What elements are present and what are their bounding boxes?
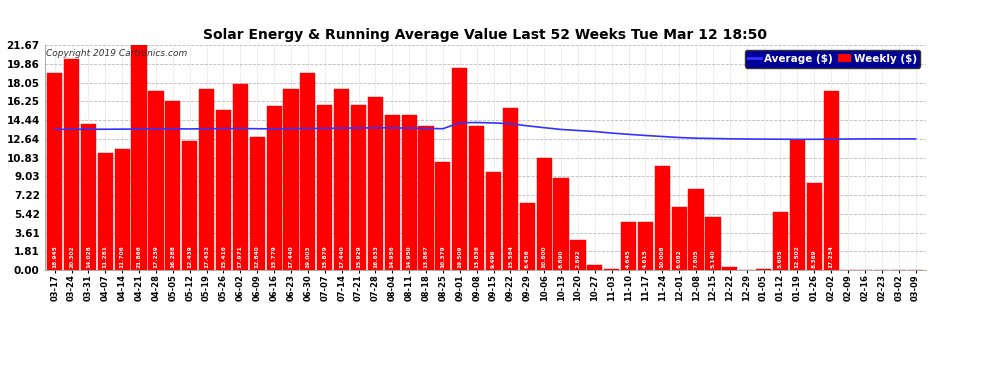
Bar	[132, 43, 147, 270]
Text: 17.432: 17.432	[204, 246, 209, 268]
Text: 13.867: 13.867	[424, 246, 429, 268]
Text: 15.879: 15.879	[323, 246, 328, 268]
Bar	[688, 189, 704, 270]
Text: 5.140: 5.140	[711, 250, 716, 268]
Text: 19.509: 19.509	[457, 246, 462, 268]
Bar	[553, 178, 568, 270]
Bar	[419, 126, 434, 270]
Bar	[723, 267, 738, 270]
Bar	[436, 162, 450, 270]
Text: 12.502: 12.502	[795, 246, 800, 268]
Text: 10.008: 10.008	[659, 246, 665, 268]
Bar	[233, 84, 248, 270]
Text: 14.956: 14.956	[390, 246, 395, 268]
Bar	[115, 148, 130, 270]
Bar	[199, 89, 214, 270]
Bar	[520, 203, 535, 270]
Text: 17.971: 17.971	[238, 246, 243, 268]
Bar	[824, 91, 839, 270]
Text: 12.439: 12.439	[187, 246, 192, 268]
Text: 10.800: 10.800	[542, 246, 546, 268]
Text: 17.239: 17.239	[153, 246, 158, 268]
Title: Solar Energy & Running Average Value Last 52 Weeks Tue Mar 12 18:50: Solar Energy & Running Average Value Las…	[203, 28, 767, 42]
Bar	[570, 240, 585, 270]
Text: 10.379: 10.379	[441, 246, 446, 268]
Bar	[334, 89, 349, 270]
Text: 17.234: 17.234	[829, 246, 834, 268]
Bar	[283, 89, 299, 270]
Text: 20.302: 20.302	[69, 246, 74, 268]
Bar	[266, 106, 282, 270]
Bar	[604, 268, 620, 270]
Text: 7.805: 7.805	[694, 250, 699, 268]
Bar	[148, 91, 163, 270]
Text: 8.369: 8.369	[812, 250, 817, 268]
Text: 15.929: 15.929	[356, 246, 361, 268]
Text: 14.950: 14.950	[407, 246, 412, 268]
Bar	[452, 68, 467, 270]
Text: 2.892: 2.892	[575, 250, 580, 268]
Bar	[807, 183, 822, 270]
Text: Copyright 2019 Cartronics.com: Copyright 2019 Cartronics.com	[47, 50, 187, 58]
Legend: Average ($), Weekly ($): Average ($), Weekly ($)	[744, 50, 921, 68]
Bar	[587, 266, 602, 270]
Bar	[469, 126, 484, 270]
Text: 15.416: 15.416	[221, 246, 226, 268]
Text: 14.028: 14.028	[86, 246, 91, 268]
Text: 6.082: 6.082	[677, 250, 682, 268]
Bar	[64, 59, 79, 270]
Bar	[486, 171, 501, 270]
Bar	[705, 217, 721, 270]
Text: 11.706: 11.706	[120, 246, 125, 268]
Bar	[638, 222, 653, 270]
Text: 19.003: 19.003	[305, 246, 311, 268]
Bar	[249, 137, 265, 270]
Bar	[654, 166, 670, 270]
Text: 13.836: 13.836	[474, 246, 479, 268]
Text: 12.840: 12.840	[254, 246, 259, 268]
Text: 15.779: 15.779	[271, 246, 276, 268]
Text: 11.281: 11.281	[103, 246, 108, 268]
Bar	[98, 153, 113, 270]
Text: 15.584: 15.584	[508, 246, 513, 268]
Text: 4.645: 4.645	[626, 250, 631, 268]
Bar	[756, 269, 771, 270]
Text: 16.633: 16.633	[373, 246, 378, 268]
Bar	[182, 141, 197, 270]
Bar	[402, 115, 417, 270]
Bar	[385, 115, 400, 270]
Text: 9.496: 9.496	[491, 250, 496, 268]
Text: 17.440: 17.440	[340, 246, 345, 268]
Text: 8.890: 8.890	[558, 250, 563, 268]
Bar	[165, 101, 180, 270]
Bar	[317, 105, 333, 270]
Bar	[350, 105, 366, 270]
Text: 21.866: 21.866	[137, 246, 142, 268]
Bar	[81, 124, 96, 270]
Bar	[671, 207, 687, 270]
Text: 6.456: 6.456	[525, 250, 530, 268]
Text: 4.615: 4.615	[643, 250, 647, 268]
Bar	[621, 222, 637, 270]
Bar	[537, 158, 551, 270]
Bar	[368, 98, 383, 270]
Text: 17.440: 17.440	[288, 246, 293, 268]
Bar	[48, 74, 62, 270]
Text: 5.605: 5.605	[778, 250, 783, 268]
Text: 16.288: 16.288	[170, 246, 175, 268]
Bar	[790, 140, 805, 270]
Bar	[300, 73, 316, 270]
Bar	[503, 108, 518, 270]
Bar	[216, 110, 231, 270]
Text: 18.945: 18.945	[52, 246, 57, 268]
Bar	[773, 212, 788, 270]
